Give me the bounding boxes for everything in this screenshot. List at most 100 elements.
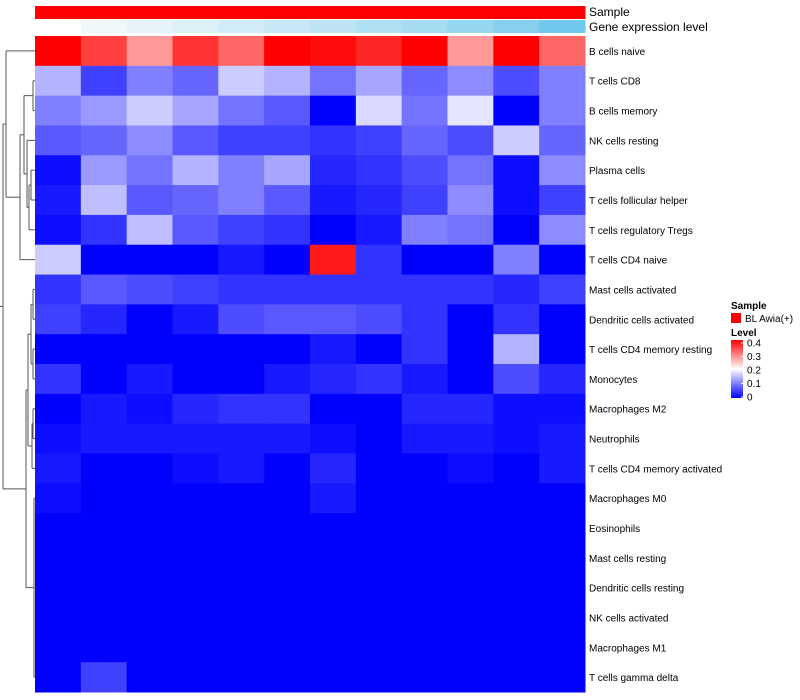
heatmap-cell [80, 662, 128, 693]
heatmap-cell [126, 244, 173, 276]
heatmap-cells [35, 36, 586, 693]
heatmap-cell [126, 274, 173, 305]
heatmap-cell [401, 542, 448, 574]
heatmap-cell [539, 542, 586, 574]
heatmap-cell [218, 513, 265, 544]
row-label: Macrophages M0 [589, 494, 667, 505]
heatmap-cell [172, 572, 219, 604]
heatmap-cell [264, 483, 311, 514]
heatmap-cell [35, 65, 82, 97]
sample-annotation-cell [447, 6, 494, 19]
heatmap-cell [539, 334, 586, 365]
heatmap-cell [401, 662, 448, 693]
sample-annotation-cell [539, 6, 586, 19]
heatmap-cell [401, 155, 448, 186]
row-label: T cells CD4 memory activated [589, 464, 722, 475]
heatmap-cell [126, 364, 173, 395]
heatmap-cell [218, 364, 265, 395]
sample-annotation-cell [172, 6, 219, 19]
heatmap-cell [264, 95, 311, 126]
heatmap-cell [80, 632, 128, 663]
row-label: T cells CD4 naive [589, 256, 668, 267]
legend-tick-label: 0.4 [747, 339, 761, 350]
heatmap-cell [493, 304, 540, 335]
expression-annotation-cell [355, 20, 403, 33]
heatmap-cell [218, 214, 265, 246]
heatmap-cell [218, 662, 265, 693]
heatmap-cell [447, 155, 494, 186]
heatmap-cell [310, 304, 357, 335]
gene-expression-annotation-track [35, 20, 586, 33]
heatmap-cell [126, 393, 173, 425]
heatmap-cell [264, 542, 311, 574]
heatmap-cell [493, 214, 540, 246]
heatmap-cell [447, 36, 494, 67]
row-label: Plasma cells [589, 166, 645, 177]
row-dendrogram [0, 50, 35, 678]
heatmap-cell [493, 513, 540, 544]
heatmap-cell [172, 185, 219, 216]
expression-annotation-cell [493, 20, 540, 33]
heatmap-cell [80, 513, 128, 544]
sample-annotation-cell [218, 6, 265, 19]
heatmap-cell [126, 602, 173, 633]
heatmap-cell [218, 483, 265, 514]
heatmap-cell [35, 244, 82, 276]
heatmap-cell [401, 185, 448, 216]
heatmap-cell [355, 483, 403, 514]
heatmap-cell [355, 542, 403, 574]
heatmap-cell [80, 602, 128, 633]
heatmap-cell [401, 334, 448, 365]
heatmap-cell [172, 125, 219, 156]
heatmap-cell [80, 125, 128, 156]
row-label: T cells CD4 memory resting [589, 345, 712, 356]
heatmap-cell [172, 662, 219, 693]
row-label: Mast cells activated [589, 285, 676, 296]
heatmap-cell [447, 602, 494, 633]
heatmap-cell [35, 155, 82, 186]
heatmap-cell [447, 214, 494, 246]
heatmap-cell [35, 602, 82, 633]
heatmap-cell [126, 542, 173, 574]
heatmap-cell [35, 36, 82, 67]
heatmap-cell [539, 483, 586, 514]
row-label: Mast cells resting [589, 554, 666, 565]
heatmap-cell [355, 423, 403, 454]
heatmap-cell [80, 483, 128, 514]
heatmap-cell [493, 334, 540, 365]
heatmap-cell [310, 542, 357, 574]
heatmap-cell [218, 453, 265, 484]
row-label: Macrophages M1 [589, 643, 667, 654]
heatmap-cell [264, 36, 311, 67]
heatmap-cell [539, 36, 586, 67]
heatmap-cell [172, 244, 219, 276]
heatmap-cell [218, 185, 265, 216]
expression-track-label: Gene expression level [589, 20, 708, 34]
row-label: Macrophages M2 [589, 405, 667, 416]
heatmap-cell [310, 662, 357, 693]
heatmap-cell [35, 185, 82, 216]
heatmap-cell [218, 542, 265, 574]
expression-annotation-cell [310, 20, 357, 33]
heatmap-cell [218, 155, 265, 186]
heatmap-cell [35, 125, 82, 156]
heatmap-cell [218, 95, 265, 126]
heatmap-cell [355, 185, 403, 216]
heatmap-cell [447, 274, 494, 305]
heatmap-cell [264, 453, 311, 484]
heatmap-cell [218, 244, 265, 276]
heatmap-cell [35, 513, 82, 544]
heatmap-cell [401, 513, 448, 544]
heatmap-cell [447, 334, 494, 365]
heatmap-cell [80, 244, 128, 276]
heatmap-cell [355, 513, 403, 544]
heatmap-cell [35, 572, 82, 604]
row-label: T cells CD8 [589, 77, 641, 88]
heatmap-cell [447, 453, 494, 484]
heatmap-cell [355, 453, 403, 484]
row-label: B cells naive [589, 47, 646, 58]
heatmap-cell [539, 125, 586, 156]
heatmap-cell [80, 364, 128, 395]
heatmap-cell [310, 334, 357, 365]
heatmap-cell [401, 453, 448, 484]
